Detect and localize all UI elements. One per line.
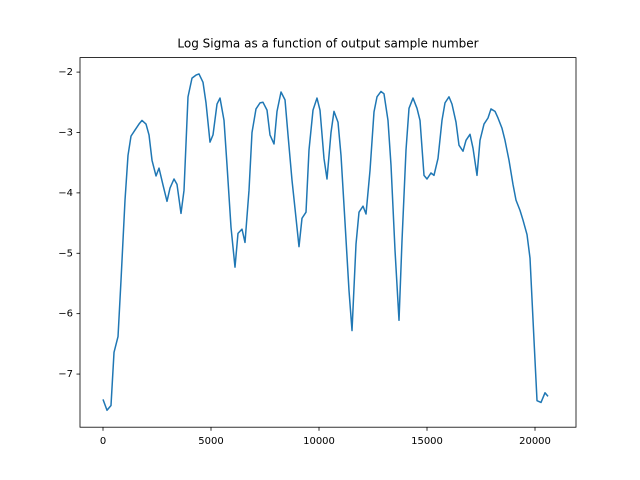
- x-tick-label: 20000: [519, 436, 551, 447]
- y-tick-label: −7: [58, 369, 73, 380]
- data-line: [102, 73, 549, 412]
- y-tick-label: −2: [58, 67, 73, 78]
- y-tick-label: −4: [58, 188, 73, 199]
- axes-frame: [79, 57, 577, 428]
- chart-title: Log Sigma as a function of output sample…: [177, 37, 478, 51]
- y-tick-label: −6: [58, 309, 73, 320]
- x-tick-label: 10000: [303, 436, 335, 447]
- y-tick-label: −5: [58, 248, 73, 259]
- y-tick-label: −3: [58, 127, 73, 138]
- x-tick-label: 5000: [198, 436, 223, 447]
- x-tick-label: 0: [100, 436, 106, 447]
- x-tick-label: 15000: [411, 436, 443, 447]
